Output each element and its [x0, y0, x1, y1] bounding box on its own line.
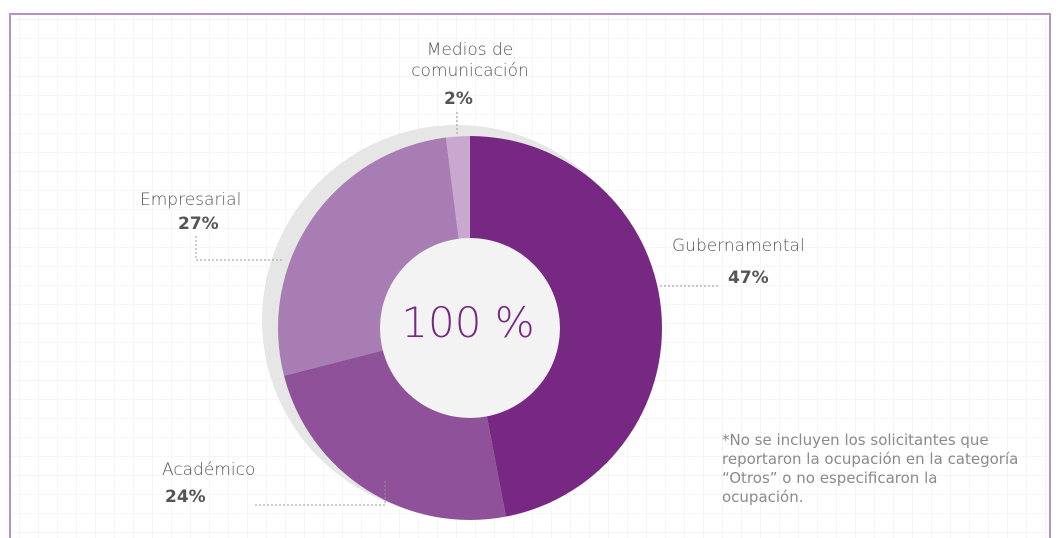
donut-hole	[380, 238, 560, 418]
leader-line	[195, 236, 282, 261]
center-label: 100 %	[401, 298, 535, 347]
value-label: 24%	[165, 487, 206, 507]
leader-line	[255, 480, 386, 506]
slice-label: Medios de comunicación	[411, 40, 529, 81]
note: *No se incluyen los solicitantes que rep…	[722, 431, 1019, 506]
slice-label: Gubernamental	[672, 236, 805, 256]
slice-label: Académico	[162, 460, 256, 480]
value-label: 27%	[178, 214, 219, 234]
slice	[470, 136, 663, 517]
value-label: 2%	[444, 89, 473, 109]
slice-label: Empresarial	[140, 190, 242, 210]
value-label: 47%	[728, 268, 769, 288]
